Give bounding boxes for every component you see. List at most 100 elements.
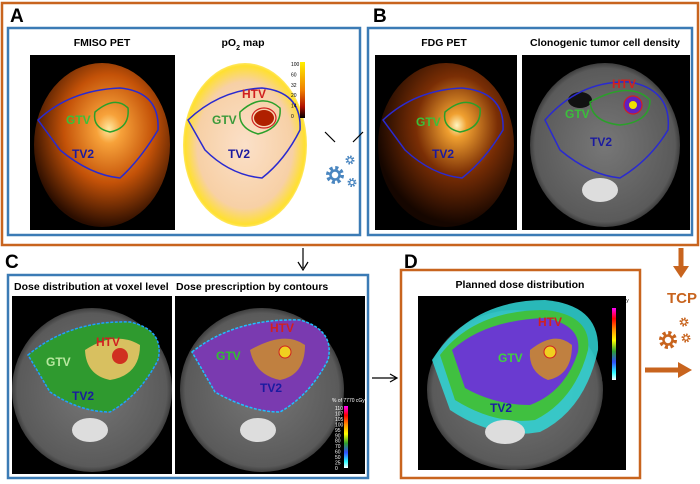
colorbar-label: 110 xyxy=(602,308,610,314)
panel-a-box xyxy=(6,26,362,237)
contour-label: GTV xyxy=(416,115,441,129)
colorbar-label: 32 xyxy=(291,83,297,89)
arrow-head xyxy=(678,362,692,378)
frame-top xyxy=(0,1,700,247)
contour-label: HTV xyxy=(612,77,636,91)
contour-label: GTV xyxy=(498,351,523,365)
colorbar-label: 50 xyxy=(602,365,608,371)
colorbar-label: 70 xyxy=(602,353,608,359)
colorbar-label: 14 xyxy=(291,104,297,110)
title-text: pO xyxy=(221,37,236,49)
colorbar-label: 80 xyxy=(602,346,608,352)
dose-region xyxy=(250,338,305,380)
gears-icon xyxy=(659,317,691,349)
colorbar-label: 100 xyxy=(335,422,344,428)
arrow xyxy=(324,131,336,143)
image-title: FDG PET xyxy=(421,37,467,49)
colorbar xyxy=(612,308,616,380)
image-title: Dose distribution at voxel level xyxy=(14,281,169,293)
colorbar-label: 90 xyxy=(335,433,341,439)
contour-label: TV2 xyxy=(432,147,454,161)
contour-label: HTV xyxy=(242,87,266,101)
contour-label: GTV xyxy=(216,349,241,363)
dose-region xyxy=(529,338,572,380)
vertebra xyxy=(240,418,276,442)
colorbar-label: 0 xyxy=(335,466,338,472)
colorbar-label: 60 xyxy=(335,450,341,456)
dose-hotspot xyxy=(543,345,557,359)
colorbar-label: 105 xyxy=(335,417,344,423)
arrow xyxy=(372,373,399,383)
dose-hotspot xyxy=(278,345,292,359)
colorbar-title: % of 7770 cGy xyxy=(332,398,365,404)
contour-label: GTV xyxy=(66,113,91,127)
image-title: FMISO PET xyxy=(74,37,131,49)
arrow xyxy=(297,248,309,272)
panel-d-box xyxy=(399,268,642,480)
image-title: Dose prescription by contours xyxy=(176,281,328,293)
title-text: map xyxy=(240,37,265,49)
contour-label: GTV xyxy=(212,113,237,127)
dose-region xyxy=(85,338,140,380)
dose-region xyxy=(452,318,579,405)
gears-icon xyxy=(326,155,357,187)
airway xyxy=(568,92,592,108)
contour-label: GTV xyxy=(565,107,590,121)
colorbar-label: 70 xyxy=(335,444,341,450)
contour-label: HTV xyxy=(96,335,120,349)
colorbar-label: 105 xyxy=(602,321,611,327)
colorbar-label: 50 xyxy=(335,455,341,461)
colorbar-label: 110 xyxy=(335,406,343,412)
arrow xyxy=(352,131,364,143)
contours xyxy=(544,81,670,179)
panel-letter: A xyxy=(10,6,24,27)
image xyxy=(34,63,170,227)
colorbar-label: 0 xyxy=(291,114,294,120)
colorbar-label: 90 xyxy=(602,340,608,346)
contours xyxy=(382,87,504,179)
colorbar-title: % of 8440 cGy xyxy=(596,298,629,304)
colorbar-label: 25 xyxy=(335,461,341,467)
contour-label: TV2 xyxy=(228,147,250,161)
image-title: Planned dose distribution xyxy=(456,279,585,291)
contour-label: HTV xyxy=(270,321,294,335)
contour-label: TV2 xyxy=(490,401,512,415)
image xyxy=(378,63,514,227)
panel-b-box xyxy=(366,26,694,237)
colorbar-label: 80 xyxy=(335,439,341,445)
colorbar-labels: 100 60 32 20 14 0 xyxy=(291,62,300,120)
contours xyxy=(187,87,301,179)
colorbar-label: 107 xyxy=(602,314,611,320)
contours xyxy=(37,87,159,179)
colorbar-label: 107 xyxy=(335,411,344,417)
colorbar-label: 95 xyxy=(335,428,341,434)
colorbar-label: 60 xyxy=(602,359,608,365)
outcome-label: TCP xyxy=(667,290,697,307)
colorbar-label: 25 xyxy=(602,372,608,378)
panel-letter: C xyxy=(5,252,19,273)
panel-c-box xyxy=(6,273,370,480)
dose-hotspot xyxy=(112,348,128,364)
image-title: Clonogenic tumor cell density xyxy=(530,37,680,49)
image-title: pO2 map xyxy=(221,37,264,52)
contour-label: TV2 xyxy=(72,389,94,403)
colorbar-label: 20 xyxy=(291,93,297,99)
image xyxy=(183,63,307,227)
colorbar-label: 100 xyxy=(291,62,300,68)
hypoxic-spot xyxy=(254,110,274,126)
colorbar-label: 60 xyxy=(291,72,297,78)
vertebra xyxy=(72,418,108,442)
contour-label: GTV xyxy=(46,355,71,369)
arrow-head xyxy=(673,266,689,278)
colorbar-label: 0 xyxy=(602,378,605,384)
vertebra xyxy=(485,420,525,444)
colorbar xyxy=(344,406,348,468)
contour-label: TV2 xyxy=(590,135,612,149)
colorbar-label: 95 xyxy=(602,333,608,339)
panel-letter: B xyxy=(373,6,387,27)
contour-label: HTV xyxy=(538,315,562,329)
